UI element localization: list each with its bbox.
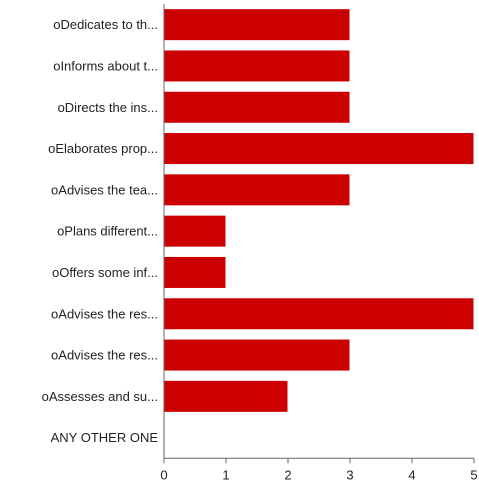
category-label: oPlans different... <box>57 224 158 239</box>
x-tick-label: 4 <box>408 467 415 482</box>
x-tick-label: 0 <box>160 467 167 482</box>
bar <box>163 338 351 372</box>
x-tick-label: 5 <box>470 467 477 482</box>
x-tick-label: 1 <box>222 467 229 482</box>
bar <box>163 132 475 166</box>
bar <box>163 49 351 83</box>
category-label: oAdvises the res... <box>51 306 158 321</box>
category-label: ANY OTHER ONE <box>51 430 159 445</box>
bar <box>163 214 227 248</box>
bar <box>163 297 475 331</box>
category-label: oAssesses and su... <box>42 389 158 404</box>
category-label: oElaborates prop... <box>48 141 158 156</box>
bar <box>163 173 351 207</box>
x-tick-label: 3 <box>346 467 353 482</box>
category-label: oDedicates to th... <box>53 17 158 32</box>
bar <box>163 8 351 42</box>
category-label: oOffers some inf... <box>52 265 158 280</box>
category-label: oInforms about t... <box>53 58 158 73</box>
x-tick-label: 2 <box>284 467 291 482</box>
bar <box>163 379 289 413</box>
category-labels: oDedicates to th... oInforms about t... oD… <box>42 17 159 445</box>
axes: 0 1 2 3 4 5 <box>160 4 478 482</box>
category-label: oAdvises the tea... <box>51 182 158 197</box>
category-label: oAdvises the res... <box>51 348 158 363</box>
category-label: oDirects the ins... <box>58 100 158 115</box>
bar <box>163 90 351 124</box>
bar <box>163 255 227 289</box>
bars-layer <box>163 8 475 413</box>
